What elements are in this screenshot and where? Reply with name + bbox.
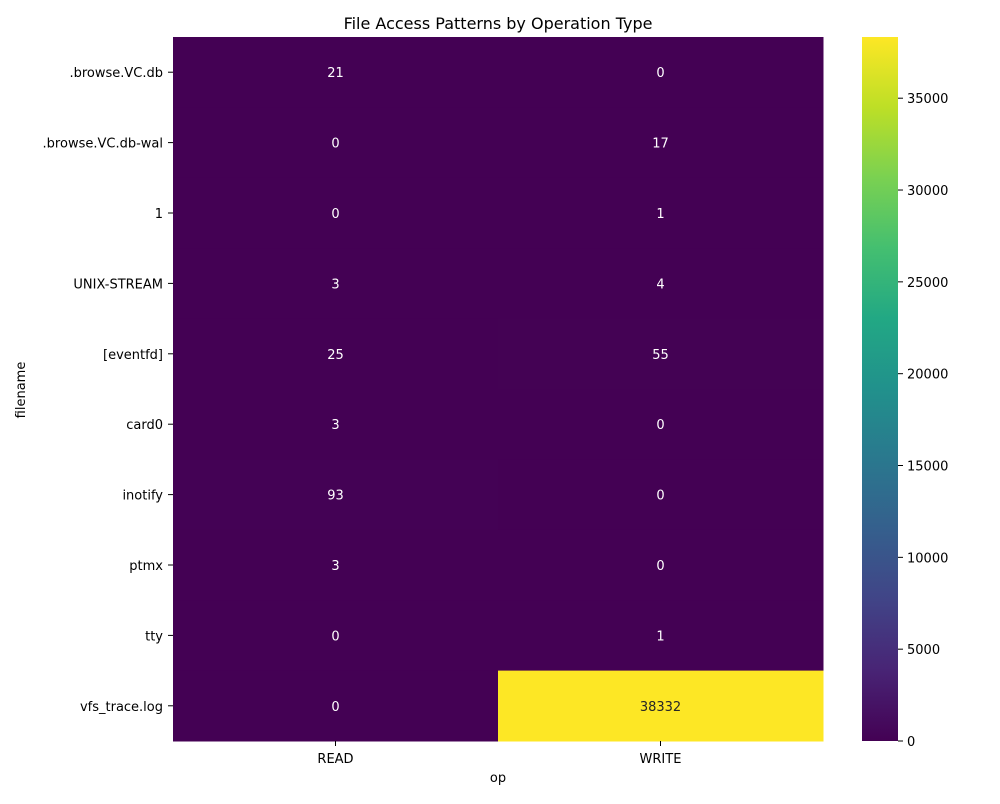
heatmap-cell <box>173 670 499 742</box>
y-tick-label: .browse.VC.db-wal <box>43 137 163 152</box>
y-tick-label: card0 <box>126 418 163 433</box>
colorbar-tick-label: 30000 <box>907 184 948 199</box>
heatmap-cell <box>173 459 499 531</box>
heatmap-cell <box>173 107 499 179</box>
heatmap-cell <box>498 177 824 249</box>
cell-value-label: 21 <box>327 66 344 81</box>
colorbar-tick-label: 0 <box>907 735 915 750</box>
y-tick-label: UNIX-STREAM <box>73 277 163 292</box>
heatmap-cell <box>173 529 499 601</box>
y-tick-label: [eventfd] <box>103 348 163 363</box>
colorbar <box>862 37 898 741</box>
cell-value-label: 0 <box>331 137 339 152</box>
heatmap-cell <box>498 459 824 531</box>
colorbar-tick-label: 15000 <box>907 460 948 475</box>
y-tick-label: inotify <box>122 489 163 504</box>
x-axis: READ WRITE <box>317 741 681 767</box>
cell-value-label: 1 <box>656 207 664 222</box>
heatmap-cell <box>498 37 824 108</box>
y-tick-label: tty <box>145 629 163 644</box>
x-tick-label: READ <box>317 752 353 767</box>
y-axis-label: filename <box>14 362 29 419</box>
heatmap-cell <box>173 389 499 460</box>
cell-value-label: 17 <box>652 137 669 152</box>
chart-title: File Access Patterns by Operation Type <box>344 14 653 33</box>
heatmap-cell <box>498 248 824 320</box>
cell-value-label: 0 <box>331 207 339 222</box>
cell-value-label: 0 <box>656 66 664 81</box>
heatmap-cell <box>498 600 824 672</box>
heatmap-cells <box>173 37 824 742</box>
heatmap-cell <box>498 389 824 460</box>
cell-value-label: 55 <box>652 348 669 363</box>
cell-value-label: 1 <box>656 629 664 644</box>
y-tick-label: vfs_trace.log <box>80 700 163 715</box>
heatmap-cell <box>498 107 824 179</box>
cell-value-label: 3 <box>331 277 339 292</box>
x-tick-label: WRITE <box>640 752 682 767</box>
cell-value-label: 0 <box>331 700 339 715</box>
cell-value-label: 0 <box>656 559 664 574</box>
heatmap-cell-labels: 21 0 0 17 0 1 3 4 25 55 3 0 93 0 3 0 0 1 0 38332 <box>327 66 681 715</box>
heatmap-cell <box>173 37 499 108</box>
colorbar-tick-label: 25000 <box>907 276 948 291</box>
cell-value-label: 3 <box>331 559 339 574</box>
heatmap-cell <box>498 318 824 390</box>
heatmap-cell <box>173 177 499 249</box>
cell-value-label: 0 <box>656 489 664 504</box>
cell-value-label: 4 <box>656 277 664 292</box>
colorbar-tick-label: 35000 <box>907 92 948 107</box>
cell-value-label: 93 <box>327 489 344 504</box>
y-axis: .browse.VC.db .browse.VC.db-wal 1 UNIX-STRE… <box>43 66 173 715</box>
colorbar-tick-label: 20000 <box>907 368 948 383</box>
cell-value-label: 3 <box>331 418 339 433</box>
y-tick-label: ptmx <box>129 559 163 574</box>
cell-value-label: 0 <box>656 418 664 433</box>
cell-value-label: 38332 <box>640 700 681 715</box>
heatmap-cell <box>173 318 499 390</box>
cell-value-label: 25 <box>327 348 344 363</box>
cell-value-label: 0 <box>331 629 339 644</box>
heatmap-cell <box>498 529 824 601</box>
colorbar-tick-label: 10000 <box>907 551 948 566</box>
heatmap-cell <box>173 248 499 320</box>
y-tick-label: .browse.VC.db <box>69 66 163 81</box>
x-axis-label: op <box>490 771 506 786</box>
y-tick-label: 1 <box>155 207 163 222</box>
colorbar-ticks: 0 5000 10000 15000 20000 25000 30000 35000 <box>898 92 948 750</box>
heatmap-cell <box>173 600 499 672</box>
colorbar-tick-label: 5000 <box>907 643 940 658</box>
heatmap-cell <box>498 670 824 742</box>
